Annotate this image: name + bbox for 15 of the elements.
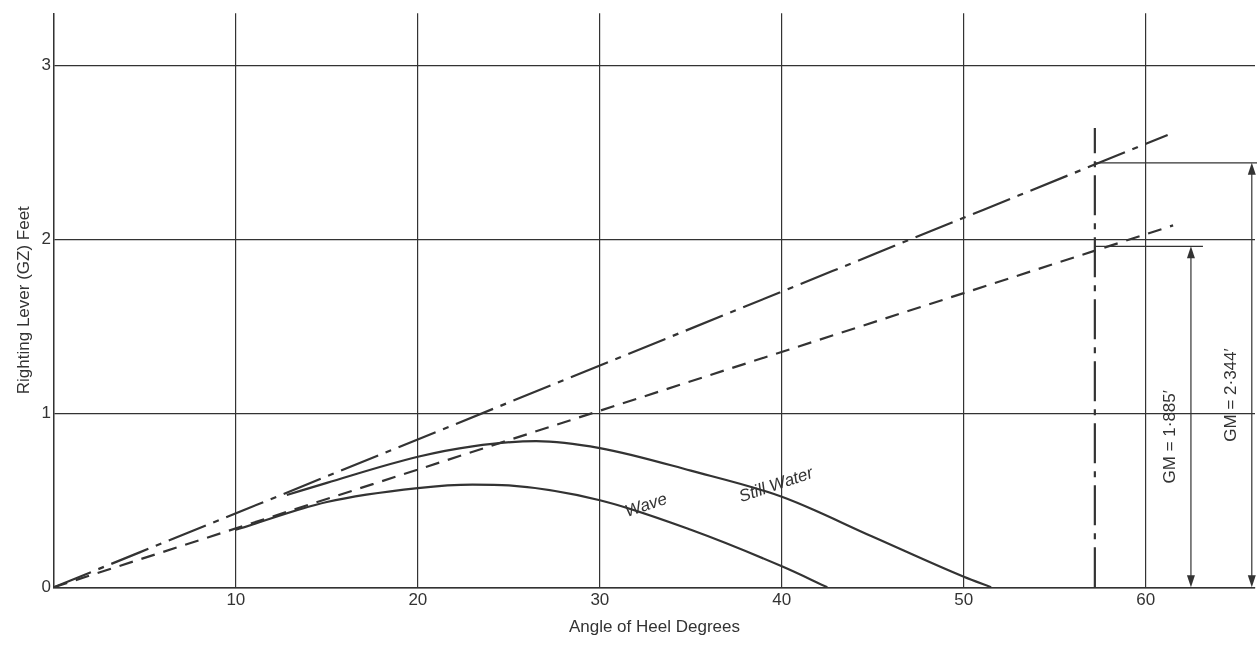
y-tick-label: 3	[41, 55, 51, 75]
annotation: GM = 1·885′	[1160, 390, 1180, 484]
x-tick-label: 60	[1136, 590, 1156, 610]
x-tick-label: 10	[226, 590, 246, 610]
y-tick-label: 2	[41, 229, 51, 249]
y-axis-title: Righting Lever (GZ) Feet	[13, 205, 33, 395]
x-axis-title: Angle of Heel Degrees	[568, 617, 740, 637]
annotation: Wave	[622, 488, 670, 521]
annotation: GM = 2·344′	[1220, 348, 1240, 442]
x-tick-label: 40	[772, 590, 792, 610]
x-tick-label: 30	[590, 590, 610, 610]
x-tick-label: 20	[408, 590, 428, 610]
x-tick-label: 50	[954, 590, 974, 610]
y-tick-label: 1	[41, 402, 51, 422]
y-tick-label: 0	[41, 576, 51, 596]
